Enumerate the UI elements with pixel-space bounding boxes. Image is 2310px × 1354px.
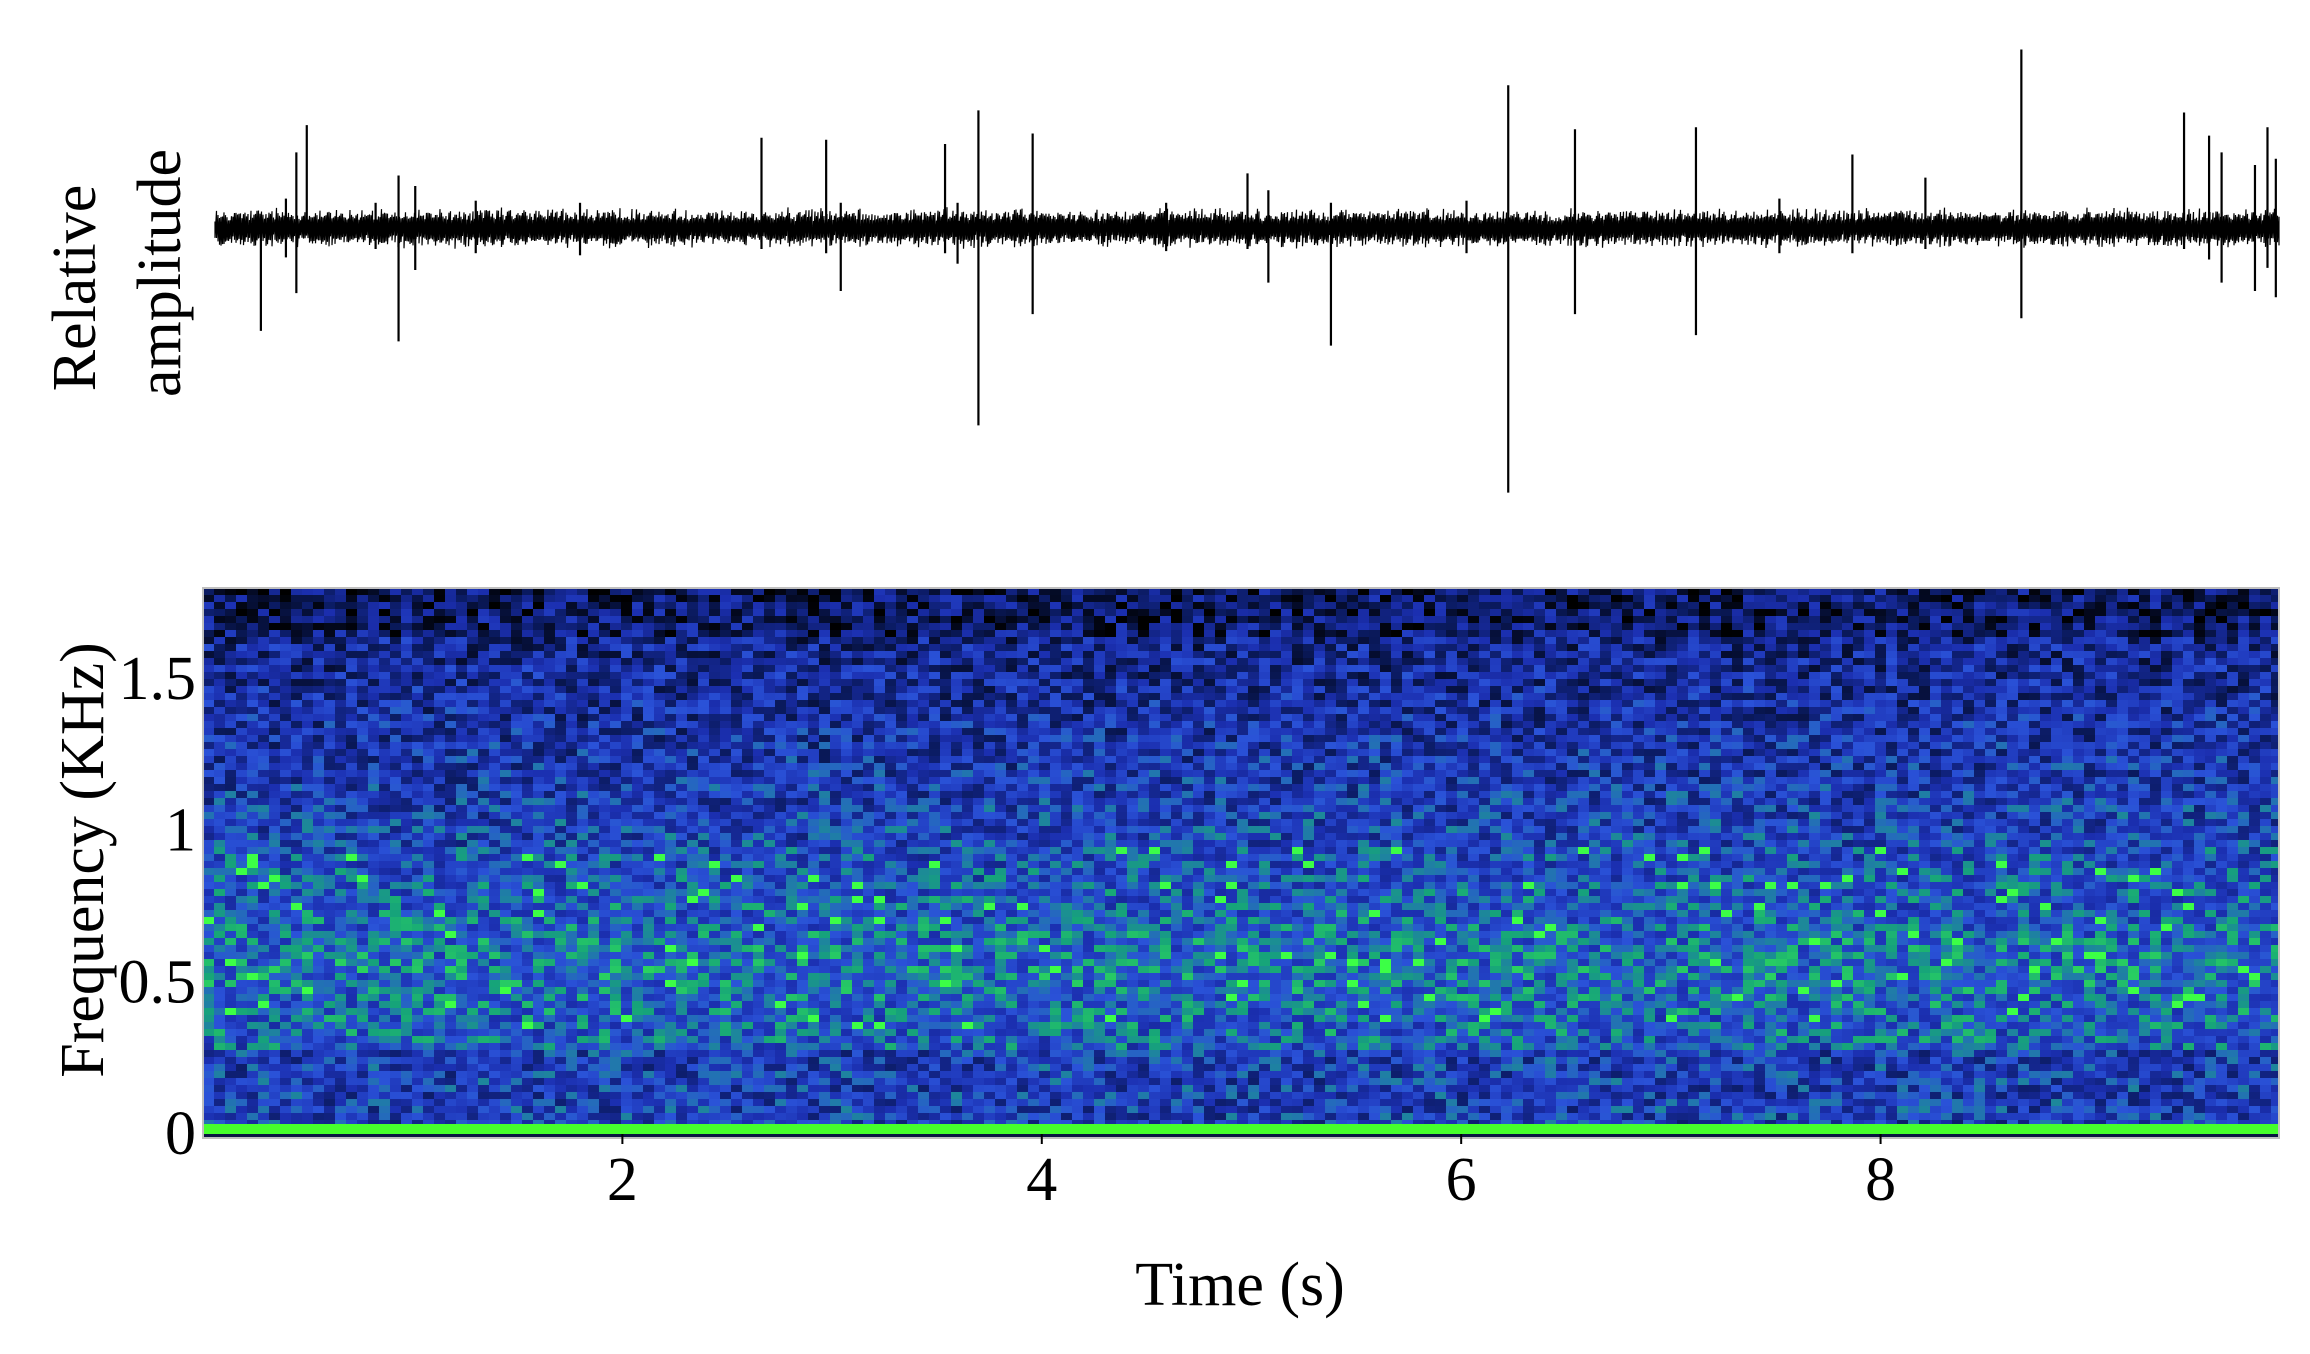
waveform-ylabel-line1: Relative <box>41 185 109 392</box>
y-tick-label-1: 0.5 <box>119 948 197 1016</box>
x-axis-label: Time (s) <box>1135 1251 1345 1319</box>
x-tick-label-3: 8 <box>1865 1146 1896 1214</box>
y-tick-label-0: 0 <box>165 1100 196 1168</box>
spectrogram-cells <box>203 588 2283 1128</box>
x-tick-label-2: 6 <box>1446 1146 1477 1214</box>
y-tick-label-2: 1 <box>165 797 196 865</box>
spectrogram-panel: 2 4 6 8 0 0.5 1 1.5 Time (s) Frequency (KHz) <box>49 588 2283 1319</box>
y-tick-label-3: 1.5 <box>119 645 197 713</box>
waveform-spikes <box>261 50 2276 493</box>
y-axis-label: Frequency (KHz) <box>49 642 117 1078</box>
y-axis-ticks: 0 0.5 1 1.5 <box>119 645 197 1168</box>
x-tick-label-0: 2 <box>607 1146 638 1214</box>
x-tick-label-1: 4 <box>1026 1146 1057 1214</box>
waveform-ylabel-line2: amplitude <box>126 149 194 397</box>
spectrogram-baseline-band <box>203 1124 2279 1134</box>
waveform-panel: Relative amplitude <box>41 50 2279 493</box>
x-axis-ticks: 2 4 6 8 <box>607 1134 1896 1214</box>
